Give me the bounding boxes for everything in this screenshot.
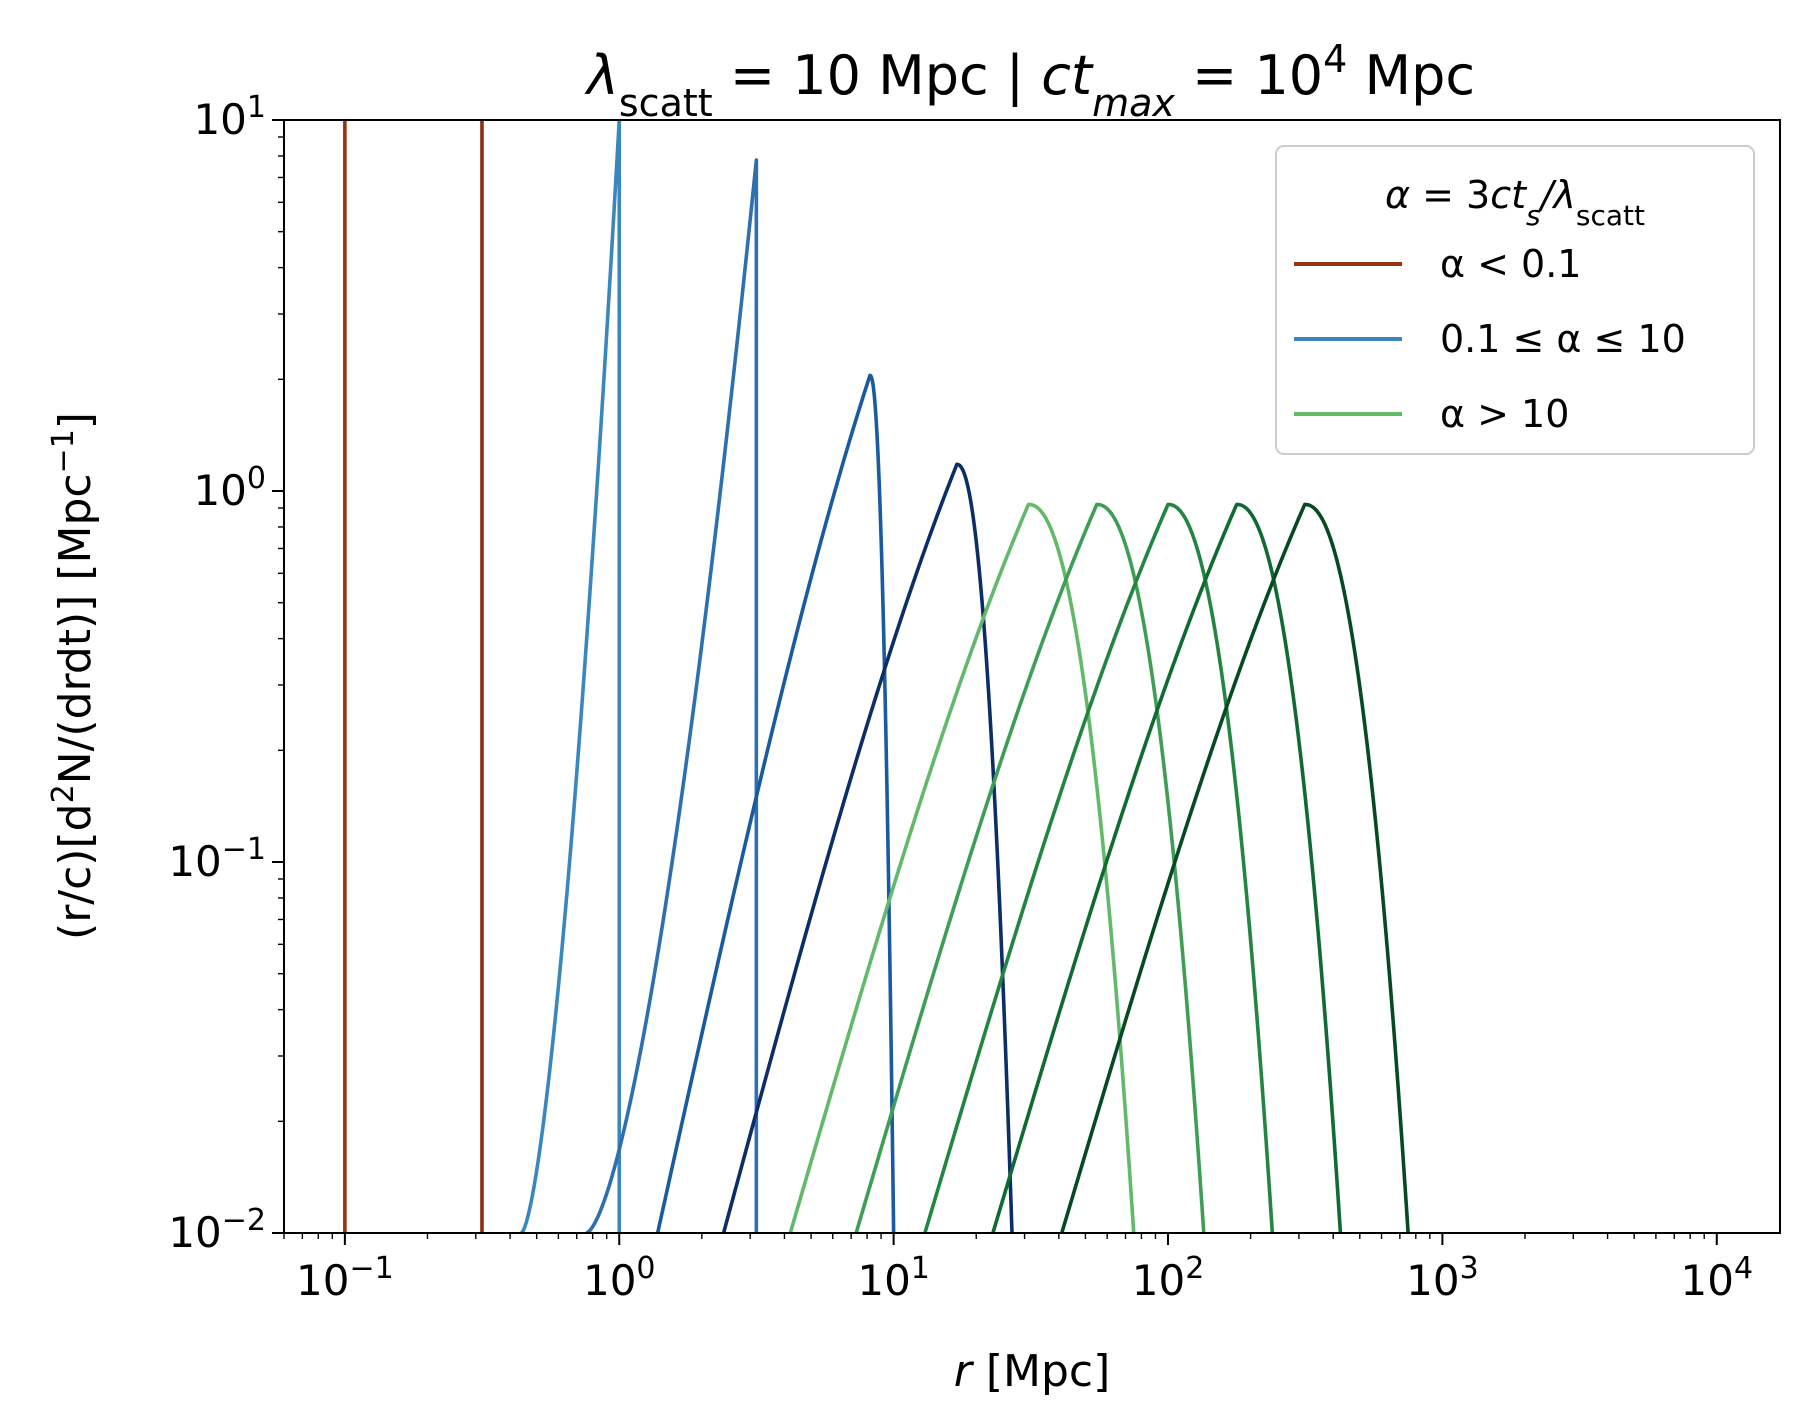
series-line-8	[854, 502, 1206, 1233]
legend-title: α = 3cts/λscatt	[1385, 173, 1645, 232]
x-axis-label: r [Mpc]	[954, 1346, 1111, 1397]
series-line-10	[991, 502, 1343, 1233]
legend-label: α < 0.1	[1440, 242, 1581, 286]
series-line-3	[520, 120, 622, 1233]
x-tick-label: 104	[1680, 1251, 1753, 1306]
x-axis-ticks: 10−1 100 101 102 103 104	[283, 1233, 1753, 1306]
series-line-6	[721, 462, 1014, 1233]
series-line-7	[788, 502, 1136, 1233]
series-line-9	[923, 502, 1275, 1233]
y-tick-label: 10−1	[168, 832, 266, 887]
legend-label: 0.1 ≤ α ≤ 10	[1440, 317, 1686, 361]
y-axis-ticks: 10−2 10−1 100 101	[168, 90, 284, 1258]
series-layer	[343, 120, 1410, 1233]
legend-entries: α < 0.1 0.1 ≤ α ≤ 10 α > 10	[1294, 242, 1686, 436]
x-tick-label: 101	[857, 1251, 930, 1306]
y-tick-label: 10−2	[168, 1203, 266, 1258]
x-tick-label: 100	[583, 1251, 656, 1306]
series-line-5	[655, 373, 896, 1233]
series-line-4	[585, 158, 759, 1233]
plot-frame	[283, 119, 1781, 1234]
y-axis-label: (r/c)[d2N/(drdt)] [Mpc−1]	[46, 412, 102, 940]
x-tick-label: 10−1	[296, 1251, 394, 1306]
chart-title: λscatt = 10 Mpc | ctmax = 104 Mpc	[584, 37, 1475, 125]
y-tick-label: 101	[193, 90, 266, 145]
x-tick-label: 103	[1406, 1251, 1479, 1306]
y-tick-label: 100	[193, 461, 266, 516]
x-tick-label: 102	[1132, 1251, 1205, 1306]
legend-label: α > 10	[1440, 392, 1569, 436]
legend: α = 3cts/λscatt α < 0.1 0.1 ≤ α ≤ 10 α > 1…	[1275, 145, 1755, 455]
legend-box	[1275, 145, 1755, 455]
series-line-11	[1060, 502, 1410, 1233]
